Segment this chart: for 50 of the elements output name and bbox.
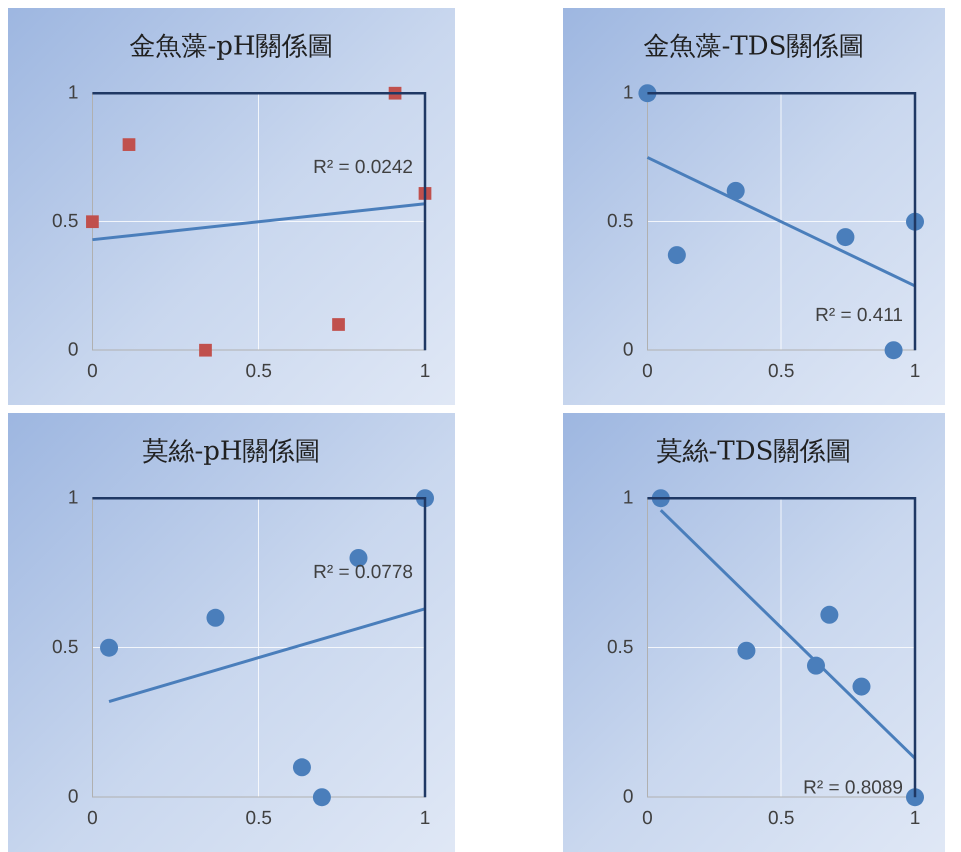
point — [820, 606, 838, 624]
y-tick-label: 1 — [622, 487, 634, 508]
point — [836, 228, 854, 246]
point — [332, 318, 345, 331]
annotation: R² = 0.0778 — [313, 562, 413, 584]
point — [884, 341, 903, 360]
annotation: R² = 0.0242 — [313, 156, 413, 178]
y-tick-label: 0 — [68, 339, 78, 360]
point — [852, 678, 870, 696]
point — [668, 246, 686, 264]
y-tick-label: 1 — [68, 82, 78, 104]
annotation: R² = 0.8089 — [803, 778, 903, 799]
point — [726, 182, 745, 200]
x-tick-label: 0 — [642, 808, 653, 829]
x-tick-label: 1 — [910, 360, 920, 382]
chart-title: 金魚藻-pH關係圖 — [129, 31, 334, 62]
y-tick-label: 0 — [68, 786, 78, 808]
x-tick-label: 1 — [420, 808, 430, 829]
point — [906, 788, 924, 806]
point — [122, 138, 136, 151]
point — [100, 638, 118, 657]
y-tick-label: 1 — [68, 487, 78, 508]
x-tick-label: 0.5 — [245, 808, 272, 829]
point — [737, 642, 756, 660]
point — [638, 84, 656, 102]
x-tick-label: 0.5 — [768, 360, 794, 382]
x-tick-label: 0.5 — [768, 808, 794, 829]
point — [206, 608, 224, 627]
y-tick-label: 0 — [622, 339, 634, 360]
y-tick-label: 0.5 — [52, 636, 78, 658]
y-tick-label: 0.5 — [606, 210, 634, 232]
y-tick-label: 0.5 — [606, 636, 634, 658]
x-tick-label: 0.5 — [245, 360, 272, 382]
point — [312, 788, 331, 806]
x-tick-label: 0 — [87, 360, 98, 382]
x-tick-label: 0 — [87, 808, 98, 829]
y-tick-label: 1 — [622, 82, 634, 104]
y-tick-label: 0.5 — [52, 210, 78, 232]
x-tick-label: 0 — [642, 360, 653, 382]
annotation: R² = 0.411 — [815, 305, 903, 326]
chart-title: 金魚藻-TDS關係圖 — [644, 31, 864, 62]
chart-title: 莫絲-pH關係圖 — [142, 436, 321, 466]
chart-title: 莫絲-TDS關係圖 — [656, 436, 852, 466]
point — [86, 215, 99, 228]
point — [292, 758, 311, 776]
point — [806, 656, 825, 675]
y-tick-label: 0 — [622, 786, 634, 808]
point — [199, 344, 212, 357]
x-tick-label: 1 — [910, 808, 920, 829]
x-tick-label: 1 — [420, 360, 430, 382]
